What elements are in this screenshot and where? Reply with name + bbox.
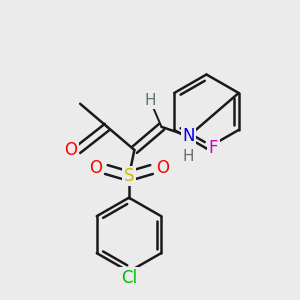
Text: H: H [144,93,156,108]
Text: S: S [124,167,134,185]
Text: O: O [89,159,102,177]
Text: Cl: Cl [121,269,137,287]
Text: O: O [64,141,77,159]
Text: O: O [156,159,169,177]
Text: H: H [183,148,194,164]
Text: N: N [182,127,195,145]
Text: F: F [209,140,218,158]
